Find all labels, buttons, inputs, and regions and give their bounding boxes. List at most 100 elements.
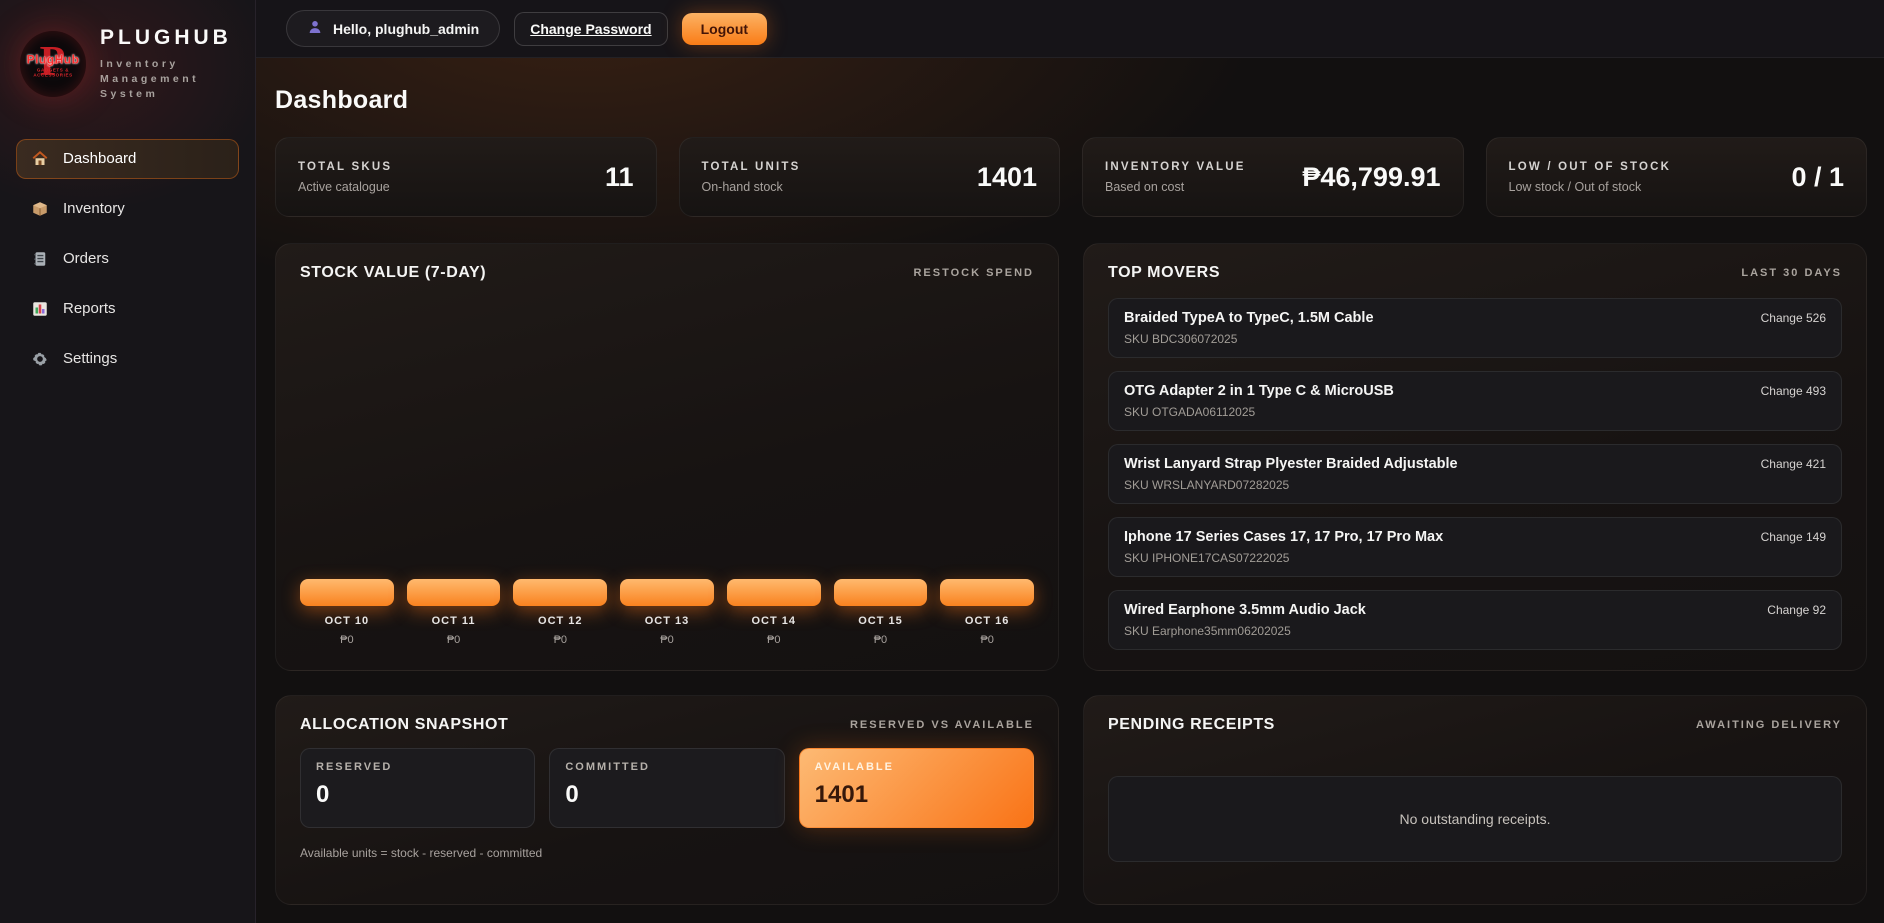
bar-date-label: OCT 14 xyxy=(751,615,796,627)
user-greeting: Hello, plughub_admin xyxy=(333,20,480,37)
bar-value-label: ₱0 xyxy=(340,634,354,646)
stat-value: 11 xyxy=(604,161,634,192)
bar-date-label: OCT 13 xyxy=(644,615,690,627)
bar-column: OCT 10 ₱0 xyxy=(300,579,394,646)
allocation-snapshot-card: ALLOCATION SNAPSHOT RESERVED VS AVAILABL… xyxy=(275,695,1059,905)
allocation-box-available: AVAILABLE 1401 xyxy=(798,748,1034,828)
allocation-subtitle: RESERVED VS AVAILABLE xyxy=(849,719,1034,731)
allocation-value: 1401 xyxy=(814,781,869,808)
logo-tagline: GADGETS & ACCESSORIES xyxy=(33,67,73,78)
mover-sku: SKU BDC306072025 xyxy=(1124,332,1238,346)
bar-value-label: ₱0 xyxy=(980,634,994,646)
bar-date-label: OCT 10 xyxy=(324,615,370,627)
sidebar-item-label: Inventory xyxy=(63,200,125,218)
allocation-footnote: Available units = stock - reserved - com… xyxy=(300,846,543,860)
chart-bar xyxy=(513,579,608,606)
top-movers-title: TOP MOVERS xyxy=(1108,264,1221,281)
stat-label: TOTAL UNITS xyxy=(701,160,801,173)
mover-sku: SKU IPHONE17CAS07222025 xyxy=(1124,551,1290,565)
bar-date-label: OCT 11 xyxy=(431,615,476,627)
top-mover-item[interactable]: OTG Adapter 2 in 1 Type C & MicroUSB SKU… xyxy=(1108,371,1842,431)
mover-change: Change 92 xyxy=(1767,603,1826,617)
sidebar-item-dashboard[interactable]: Dashboard xyxy=(16,138,239,179)
top-mover-item[interactable]: Braided TypeA to TypeC, 1.5M Cable SKU B… xyxy=(1108,298,1842,358)
stat-card-total-units: TOTAL UNITS On-hand stock 1401 xyxy=(678,137,1060,217)
topbar: Hello, plughub_admin Change Password Log… xyxy=(256,0,1884,58)
sidebar-item-inventory[interactable]: Inventory xyxy=(16,189,239,229)
chart-bar xyxy=(300,579,394,606)
sidebar-item-settings[interactable]: Settings xyxy=(16,339,239,379)
top-movers-period: LAST 30 DAYS xyxy=(1741,267,1842,279)
pending-receipts-title: PENDING RECEIPTS xyxy=(1108,716,1275,733)
allocation-box-committed: COMMITTED 0 xyxy=(549,748,785,828)
user-icon xyxy=(307,19,323,38)
bar-column: OCT 13 ₱0 xyxy=(620,579,714,646)
main-area: Hello, plughub_admin Change Password Log… xyxy=(256,0,1884,923)
allocation-label: AVAILABLE xyxy=(814,761,894,773)
mover-name: Wrist Lanyard Strap Plyester Braided Adj… xyxy=(1124,456,1458,472)
sidebar-item-reports[interactable]: Reports xyxy=(16,289,239,329)
brand-title: PLUGHUB xyxy=(100,26,232,49)
top-mover-item[interactable]: Wrist Lanyard Strap Plyester Braided Adj… xyxy=(1108,444,1842,504)
mover-change: Change 526 xyxy=(1760,311,1826,325)
logo-name: PlugHub xyxy=(26,52,80,67)
logo-letter: P xyxy=(39,39,66,86)
bar-column: OCT 11 ₱0 xyxy=(406,579,501,646)
sidebar-item-label: Orders xyxy=(63,250,109,268)
bar-date-label: OCT 15 xyxy=(858,615,903,627)
restock-spend-label: RESTOCK SPEND xyxy=(913,267,1034,279)
top-mover-item[interactable]: Iphone 17 Series Cases 17, 17 Pro, 17 Pr… xyxy=(1108,517,1842,577)
change-password-button[interactable]: Change Password xyxy=(514,11,668,46)
top-mover-item[interactable]: Wired Earphone 3.5mm Audio Jack SKU Earp… xyxy=(1108,590,1842,650)
chart-bar xyxy=(940,579,1035,606)
bar-value-label: ₱0 xyxy=(446,634,461,646)
mover-sku: SKU OTGADA06112025 xyxy=(1124,405,1256,419)
mover-change: Change 149 xyxy=(1760,530,1826,544)
stat-card-low-out-of-stock: LOW / OUT OF STOCK Low stock / Out of st… xyxy=(1485,137,1867,217)
brand: P PlugHub GADGETS & ACCESSORIES PLUGHUB … xyxy=(16,22,239,129)
stat-label: TOTAL SKUS xyxy=(298,160,393,173)
bar-value-label: ₱0 xyxy=(873,634,888,646)
user-greeting-pill: Hello, plughub_admin xyxy=(286,10,501,47)
stat-value: 0 / 1 xyxy=(1791,161,1844,192)
settings-icon xyxy=(30,349,50,369)
page-title: Dashboard xyxy=(275,86,409,114)
chart-bar xyxy=(726,579,821,606)
bar-value-label: ₱0 xyxy=(553,634,568,646)
bar-date-label: OCT 16 xyxy=(964,615,1010,627)
mover-name: Wired Earphone 3.5mm Audio Jack xyxy=(1124,602,1366,618)
empty-receipts-message: No outstanding receipts. xyxy=(1399,811,1551,827)
package-icon xyxy=(30,199,50,219)
stat-label: LOW / OUT OF STOCK xyxy=(1508,160,1672,173)
allocation-value: 0 xyxy=(316,781,330,808)
stats-row: TOTAL SKUS Active catalogue 11 TOTAL UNI… xyxy=(275,137,1867,217)
bar-column: OCT 16 ₱0 xyxy=(940,579,1035,646)
bar-column: OCT 15 ₱0 xyxy=(833,579,928,646)
chart-bar xyxy=(833,579,928,606)
stat-sublabel: Low stock / Out of stock xyxy=(1508,179,1642,194)
sidebar-item-orders[interactable]: Orders xyxy=(16,239,239,279)
allocation-label: RESERVED xyxy=(316,761,393,773)
sidebar: P PlugHub GADGETS & ACCESSORIES PLUGHUB … xyxy=(0,0,256,923)
allocation-box-reserved: RESERVED 0 xyxy=(300,748,536,828)
stat-card-total-skus: TOTAL SKUS Active catalogue 11 xyxy=(275,137,657,217)
mover-sku: SKU Earphone35mm06202025 xyxy=(1124,624,1291,638)
bar-column: OCT 12 ₱0 xyxy=(513,579,608,646)
mover-name: OTG Adapter 2 in 1 Type C & MicroUSB xyxy=(1124,383,1394,399)
sidebar-nav: Dashboard Inventory Orders Reports Setti… xyxy=(16,138,239,379)
allocation-value: 0 xyxy=(565,781,579,808)
mover-sku: SKU WRSLANYARD07282025 xyxy=(1124,478,1290,492)
stat-card-inventory-value: INVENTORY VALUE Based on cost ₱46,799.91 xyxy=(1082,137,1464,217)
pending-receipts-card: PENDING RECEIPTS AWAITING DELIVERY No ou… xyxy=(1083,695,1867,905)
logout-button[interactable]: Logout xyxy=(681,12,768,45)
mover-name: Iphone 17 Series Cases 17, 17 Pro, 17 Pr… xyxy=(1124,529,1444,545)
bar-date-label: OCT 12 xyxy=(538,615,583,627)
brand-subtitle: Inventory Management System xyxy=(100,58,200,101)
stat-sublabel: Based on cost xyxy=(1105,179,1185,194)
mover-name: Braided TypeA to TypeC, 1.5M Cable xyxy=(1124,310,1374,326)
stat-value: 1401 xyxy=(976,161,1037,192)
mover-change: Change 421 xyxy=(1760,457,1826,471)
home-icon xyxy=(30,149,50,169)
stock-value-chart: OCT 10 ₱0 OCT 11 ₱0 OCT 12 ₱0 xyxy=(300,290,1035,650)
chart-bar xyxy=(406,579,501,606)
